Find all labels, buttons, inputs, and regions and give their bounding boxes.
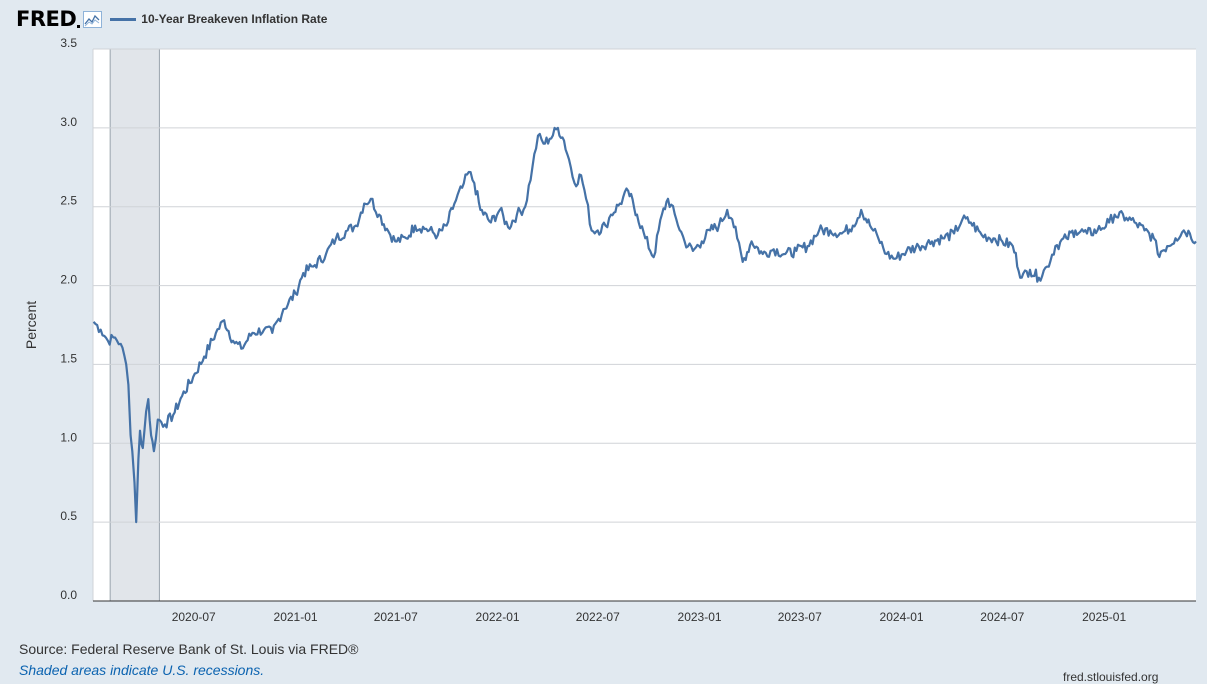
chart-svg: 0.00.51.01.52.02.53.03.5 2020-07 2021-01 2… [23,36,1197,624]
source-text: Source: Federal Reserve Bank of St. Loui… [19,641,359,657]
fred-logo[interactable]: FRED [16,7,77,31]
y-axis-tick-labels: 0.0 0.5 1.0 1.5 2.0 2.5 3.0 3.5 [60,36,77,602]
legend-swatch [110,17,137,21]
line-graph-icon [83,10,103,28]
grid-layer [92,48,1196,602]
recession-note[interactable]: Shaded areas indicate U.S. recessions. [19,662,265,678]
x-tick-label: 2022-01 [476,610,520,624]
y-axis-title: Percent [23,301,39,349]
logo-dot [77,24,81,28]
y-tick-label: 1.5 [60,351,77,365]
plot-area [93,49,1196,601]
y-tick-label: 3.5 [60,36,77,50]
y-tick-label: 2.0 [60,273,77,287]
series-line-breakeven[interactable] [92,126,1197,524]
recession-band [110,49,160,601]
chart-legend: 10-Year Breakeven Inflation Rate [110,12,327,26]
y-tick-label: 3.0 [60,115,77,129]
chart-header: FRED 10-Year Breakeven Inflation Rate [16,6,327,32]
x-tick-label: 2023-01 [678,610,722,624]
x-tick-label: 2024-01 [880,610,924,624]
y-tick-label: 1.0 [60,430,77,444]
x-tick-label: 2023-07 [778,610,822,624]
y-tick-label: 0.5 [60,509,77,523]
y-tick-label: 2.5 [60,194,77,208]
x-axis-tick-labels: 2020-07 2021-01 2021-07 2022-01 2022-07 2023-… [172,610,1127,624]
x-tick-label: 2024-07 [980,610,1024,624]
legend-label[interactable]: 10-Year Breakeven Inflation Rate [141,12,328,26]
x-tick-label: 2020-07 [172,610,216,624]
recession-layer [109,49,160,601]
fred-url-text[interactable]: fred.stlouisfed.org [1063,670,1159,684]
x-tick-label: 2025-01 [1082,610,1126,624]
x-tick-label: 2021-07 [374,610,418,624]
y-tick-label: 0.0 [60,588,77,602]
x-tick-label: 2021-01 [274,610,318,624]
x-tick-label: 2022-07 [576,610,620,624]
